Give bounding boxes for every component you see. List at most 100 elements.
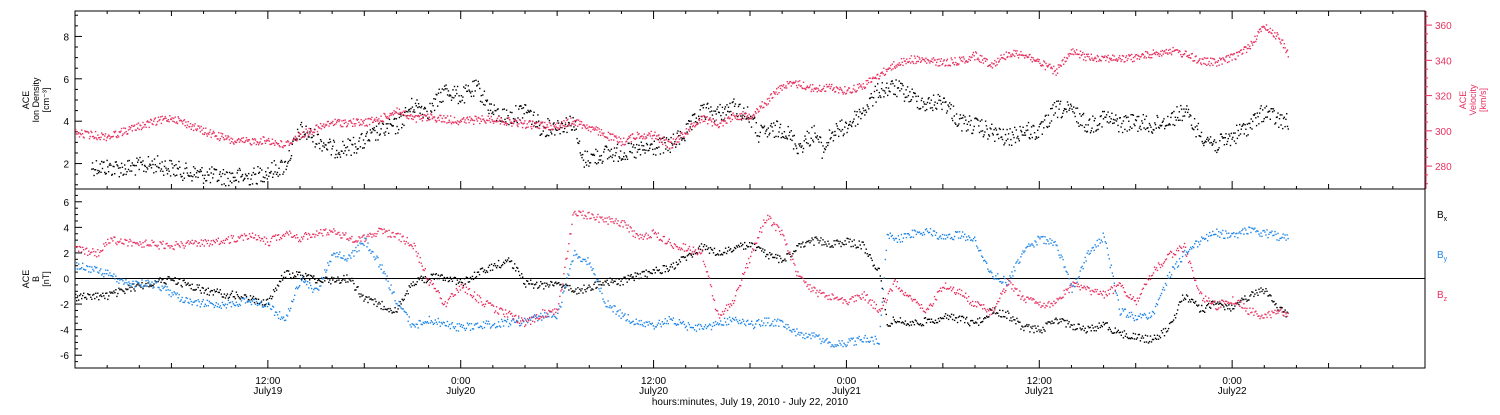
b-series-by-point	[294, 295, 295, 296]
velocity-series-point	[117, 135, 118, 136]
b-series-bx-point	[83, 293, 84, 294]
velocity-series-point	[265, 143, 266, 144]
density-series-point	[421, 106, 422, 107]
density-series-point	[491, 113, 492, 114]
b-series-by-point	[469, 323, 470, 324]
density-series-point	[241, 176, 242, 177]
b-series-bx-point	[508, 257, 509, 258]
velocity-series-point	[1055, 75, 1056, 76]
velocity-series-point	[435, 120, 436, 121]
velocity-series-point	[981, 55, 982, 56]
velocity-series-point	[429, 117, 430, 118]
density-series-point	[1071, 105, 1072, 106]
b-series-by-point	[129, 283, 130, 284]
velocity-series-point	[475, 116, 476, 117]
density-series-point	[136, 165, 137, 166]
density-series-point	[162, 161, 163, 162]
velocity-series-point	[1130, 55, 1131, 56]
density-series-point	[767, 136, 768, 137]
velocity-series-point	[811, 91, 812, 92]
density-series-point	[242, 174, 243, 175]
velocity-series-point	[654, 132, 655, 133]
density-series-point	[1004, 142, 1005, 143]
velocity-series-point	[975, 51, 976, 52]
velocity-series-point	[815, 89, 816, 90]
b-series-bx-point	[740, 243, 741, 244]
velocity-series-point	[691, 123, 692, 124]
b-series-bx-point	[203, 288, 204, 289]
density-series-point	[1237, 138, 1238, 139]
density-series-point	[126, 171, 127, 172]
density-series-point	[100, 163, 101, 164]
b-series-bx-point	[502, 264, 503, 265]
velocity-series-point	[103, 139, 104, 140]
density-series-point	[967, 129, 968, 130]
density-series-point	[520, 105, 521, 106]
density-series-point	[875, 101, 876, 102]
density-series-point	[257, 183, 258, 184]
velocity-series-point	[226, 138, 227, 139]
b-series-bx-point	[777, 255, 778, 256]
velocity-series-point	[775, 91, 776, 92]
density-series-point	[316, 144, 317, 145]
density-series-point	[131, 170, 132, 171]
density-series-point	[702, 105, 703, 106]
density-series-point	[339, 154, 340, 155]
b-series-bx-point	[763, 252, 764, 253]
density-series-point	[726, 104, 727, 105]
velocity-series-point	[361, 119, 362, 120]
velocity-series-point	[403, 114, 404, 115]
density-series-point	[507, 115, 508, 116]
velocity-series-point	[554, 126, 555, 127]
density-series-point	[644, 152, 645, 153]
density-series-point	[320, 139, 321, 140]
velocity-series-point	[485, 122, 486, 123]
velocity-series-point	[580, 124, 581, 125]
b-series-by-point	[125, 279, 126, 280]
velocity-series-point	[1032, 61, 1033, 62]
velocity-series-point	[345, 122, 346, 123]
density-series-point	[553, 123, 554, 124]
density-series-point	[373, 129, 374, 130]
density-series-point	[742, 118, 743, 119]
b-series-by-point	[204, 306, 205, 307]
b-series-bx-point	[251, 299, 252, 300]
b-series-by-point	[240, 305, 241, 306]
density-series-point	[902, 85, 903, 86]
density-series-point	[1261, 121, 1262, 122]
velocity-series-point	[798, 84, 799, 85]
b-series-bx-point	[703, 246, 704, 247]
density-series-point	[423, 108, 424, 109]
density-series-point	[152, 160, 153, 161]
velocity-series-point	[1029, 54, 1030, 55]
density-series-point	[758, 141, 759, 142]
density-series-point	[671, 143, 672, 144]
b-series-bx-point	[433, 273, 434, 274]
velocity-series-point	[123, 127, 124, 128]
b-series-bx-point	[1015, 323, 1016, 324]
velocity-series-point	[942, 63, 943, 64]
velocity-series-point	[969, 56, 970, 57]
velocity-series-point	[679, 139, 680, 140]
density-series-point	[110, 165, 111, 166]
density-series-point	[771, 123, 772, 124]
density-series-point	[991, 124, 992, 125]
b-series-bx-point	[496, 267, 497, 268]
b-series-by-point	[327, 262, 328, 263]
b-series-bx-point	[478, 271, 479, 272]
density-series-point	[1265, 117, 1266, 118]
velocity-series-point	[99, 137, 100, 138]
b-series-bx-point	[107, 299, 108, 300]
density-series-point	[400, 114, 401, 115]
density-series-point	[1101, 115, 1102, 116]
density-series-point	[964, 116, 965, 117]
velocity-series-point	[1187, 55, 1188, 56]
density-series-point	[973, 129, 974, 130]
density-series-point	[1055, 112, 1056, 113]
b-series-bx-point	[180, 278, 181, 279]
b-series-bx-point	[141, 282, 142, 283]
velocity-series-point	[394, 113, 395, 114]
density-series-point	[788, 135, 789, 136]
density-series-point	[113, 166, 114, 167]
b-series-bx-point	[253, 296, 254, 297]
